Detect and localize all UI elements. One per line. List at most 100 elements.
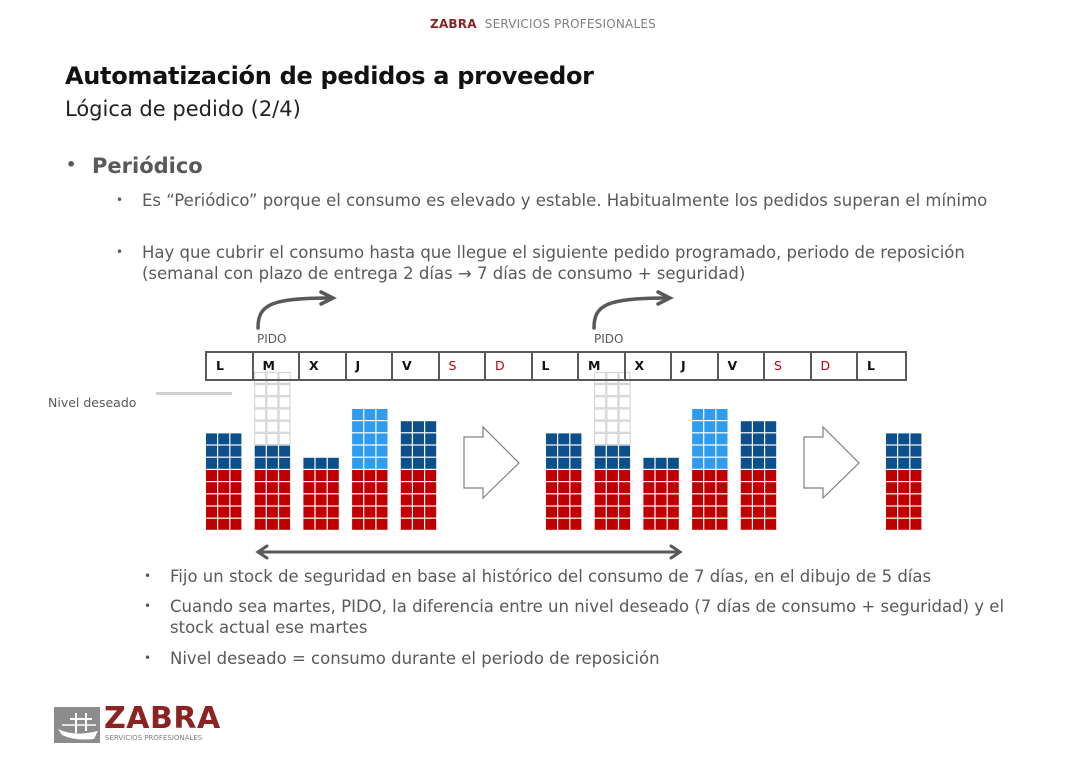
stock-unit-block [206, 457, 217, 469]
safety-unit-block [413, 494, 424, 506]
safety-unit-block [594, 482, 606, 494]
day-cell: V [393, 353, 440, 379]
note-text: Cuando sea martes, PIDO, la diferencia e… [170, 597, 1005, 637]
empty-unit-block [618, 408, 631, 421]
stock-unit-block [254, 445, 266, 457]
safety-unit-block [606, 470, 618, 481]
safety-unit-block [570, 518, 582, 530]
received-unit-block [352, 433, 364, 445]
stock-unit-block [546, 445, 557, 457]
empty-unit-block [606, 420, 619, 433]
safety-unit-block [546, 506, 557, 518]
empty-unit-block [266, 384, 279, 397]
safety-unit-block [606, 506, 618, 518]
safety-unit-block [740, 506, 752, 518]
stock-unit-block [910, 445, 922, 457]
stock-unit-block [740, 421, 752, 433]
footer-logo-text: ZABRA [104, 701, 221, 736]
safety-unit-block [667, 470, 679, 481]
zabra-boat-logo-icon [54, 707, 100, 743]
safety-unit-block [315, 470, 327, 481]
section-heading: • Periódico [66, 154, 203, 178]
safety-unit-block [266, 494, 278, 506]
stock-unit-block [753, 421, 764, 433]
safety-unit-block [594, 470, 606, 481]
note-text: Nivel deseado = consumo durante el perio… [170, 649, 660, 668]
safety-unit-block [898, 518, 910, 530]
empty-unit-block [606, 384, 619, 397]
safety-unit-block [740, 482, 752, 494]
safety-unit-block [886, 518, 897, 530]
received-unit-block [692, 457, 704, 469]
stock-unit-block [400, 421, 412, 433]
stock-column-X [643, 457, 679, 530]
stock-unit-block [910, 433, 922, 445]
stock-unit-block [206, 433, 217, 445]
safety-unit-block [425, 506, 437, 518]
pido-label: PIDO [257, 332, 287, 346]
safety-unit-block [315, 494, 327, 506]
stock-unit-block [898, 433, 910, 445]
empty-unit-block [254, 408, 267, 421]
note-point: • Fijo un stock de seguridad en base al … [144, 566, 1040, 587]
safety-unit-block [753, 506, 764, 518]
brand-name: ZABRA [430, 17, 477, 31]
stock-unit-block [558, 457, 570, 469]
empty-unit-block [594, 420, 607, 433]
safety-unit-block [425, 518, 437, 530]
received-unit-block [704, 445, 716, 457]
safety-unit-block [594, 506, 606, 518]
stock-unit-block [619, 457, 631, 469]
safety-unit-block [667, 506, 679, 518]
received-unit-block [704, 457, 716, 469]
received-unit-block [352, 445, 364, 457]
safety-unit-block [279, 482, 291, 494]
empty-unit-block [266, 396, 279, 409]
safety-unit-block [910, 494, 922, 506]
safety-unit-block [376, 506, 388, 518]
empty-unit-block [606, 371, 619, 384]
empty-unit-block [254, 420, 267, 433]
safety-unit-block [910, 518, 922, 530]
stock-unit-block [643, 457, 655, 469]
safety-unit-block [765, 470, 777, 481]
safety-unit-block [315, 518, 327, 530]
stock-column-L [546, 433, 582, 530]
safety-unit-block [753, 470, 764, 481]
stock-unit-block [655, 457, 667, 469]
safety-unit-block [753, 494, 764, 506]
stock-unit-block [279, 457, 291, 469]
empty-unit-block [266, 432, 279, 445]
safety-unit-block [619, 482, 631, 494]
safety-unit-block [315, 506, 327, 518]
empty-unit-block [254, 371, 267, 384]
safety-unit-block [910, 506, 922, 518]
stock-unit-block [886, 433, 897, 445]
safety-unit-block [692, 518, 704, 530]
safety-unit-block [364, 494, 376, 506]
safety-unit-block [218, 482, 230, 494]
received-unit-block [704, 409, 716, 420]
day-cell: S [765, 353, 812, 379]
empty-unit-block [278, 371, 291, 384]
safety-unit-block [619, 518, 631, 530]
stock-unit-block [898, 445, 910, 457]
stock-unit-block [218, 433, 230, 445]
safety-unit-block [655, 470, 667, 481]
empty-unit-block [278, 432, 291, 445]
empty-unit-block [266, 420, 279, 433]
safety-unit-block [230, 506, 242, 518]
empty-unit-block [266, 408, 279, 421]
safety-unit-block [716, 518, 728, 530]
safety-unit-block [327, 518, 339, 530]
stock-unit-block [279, 445, 291, 457]
stock-unit-block [619, 445, 631, 457]
safety-unit-block [352, 506, 364, 518]
safety-unit-block [643, 470, 655, 481]
bullet-point: • Es “Periódico” porque el consumo es el… [116, 190, 1022, 211]
safety-unit-block [279, 494, 291, 506]
safety-unit-block [230, 482, 242, 494]
received-unit-block [716, 457, 728, 469]
stock-unit-block [667, 457, 679, 469]
